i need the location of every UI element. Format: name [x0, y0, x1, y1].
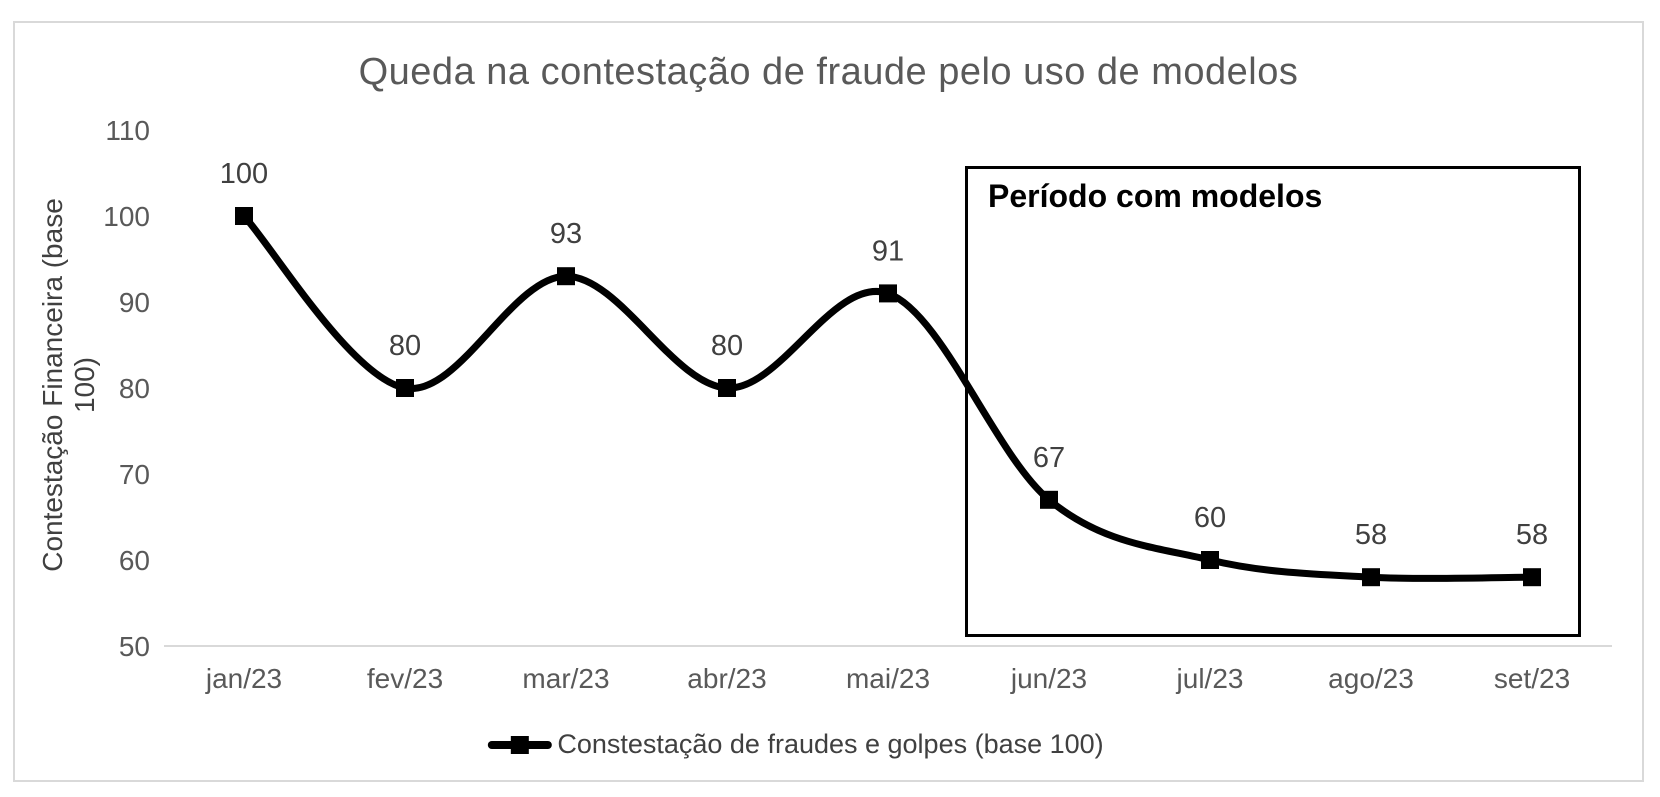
y-tick-label: 50: [119, 631, 150, 662]
x-tick-label: abr/23: [687, 663, 766, 694]
y-tick-label: 60: [119, 545, 150, 576]
legend-line-square-marker-icon: [487, 735, 552, 754]
data-point-marker: [1040, 490, 1058, 509]
x-tick-label: ago/23: [1328, 663, 1414, 694]
x-tick-label: jan/23: [205, 663, 282, 694]
y-tick-label: 100: [103, 201, 150, 232]
data-label: 100: [220, 158, 268, 190]
data-point-marker: [235, 207, 253, 225]
series-line: [240, 212, 1536, 582]
y-tick-label: 110: [105, 115, 150, 146]
y-tick-label: 90: [119, 287, 150, 318]
annotation-box: Período com modelos: [965, 166, 1581, 637]
data-point-marker: [1362, 568, 1380, 587]
chart-title: Queda na contestação de fraude pelo uso …: [358, 51, 1299, 93]
chart-container: Queda na contestação de fraude pelo uso …: [13, 21, 1644, 782]
x-tick-label: mai/23: [846, 663, 930, 694]
data-point-marker: [879, 284, 897, 303]
data-label: 67: [1033, 442, 1065, 474]
data-label: 58: [1516, 519, 1548, 551]
data-label: 93: [550, 218, 582, 250]
x-tick-label: fev/23: [367, 663, 443, 694]
data-point-marker: [557, 267, 575, 286]
annotation-label: Período com modelos: [988, 178, 1323, 214]
data-label: 91: [872, 235, 904, 267]
data-label: 80: [389, 330, 421, 362]
data-point-marker: [718, 379, 736, 397]
data-label: 58: [1355, 519, 1387, 551]
data-point-marker: [1201, 551, 1219, 569]
data-point-marker: [396, 379, 414, 397]
data-label: 60: [1194, 502, 1226, 534]
legend: Constestação de fraudes e golpes (base 1…: [487, 729, 1104, 760]
data-point-marker: [1523, 568, 1541, 587]
x-tick-label: jun/23: [1010, 663, 1087, 694]
data-label: 80: [711, 330, 743, 362]
legend-label: Constestação de fraudes e golpes (base 1…: [557, 729, 1104, 759]
x-tick-label: jul/23: [1176, 663, 1244, 694]
y-tick-label: 80: [119, 373, 150, 404]
x-tick-label: set/23: [1494, 663, 1570, 694]
y-tick-label: 70: [119, 459, 150, 490]
x-tick-label: mar/23: [522, 663, 609, 694]
